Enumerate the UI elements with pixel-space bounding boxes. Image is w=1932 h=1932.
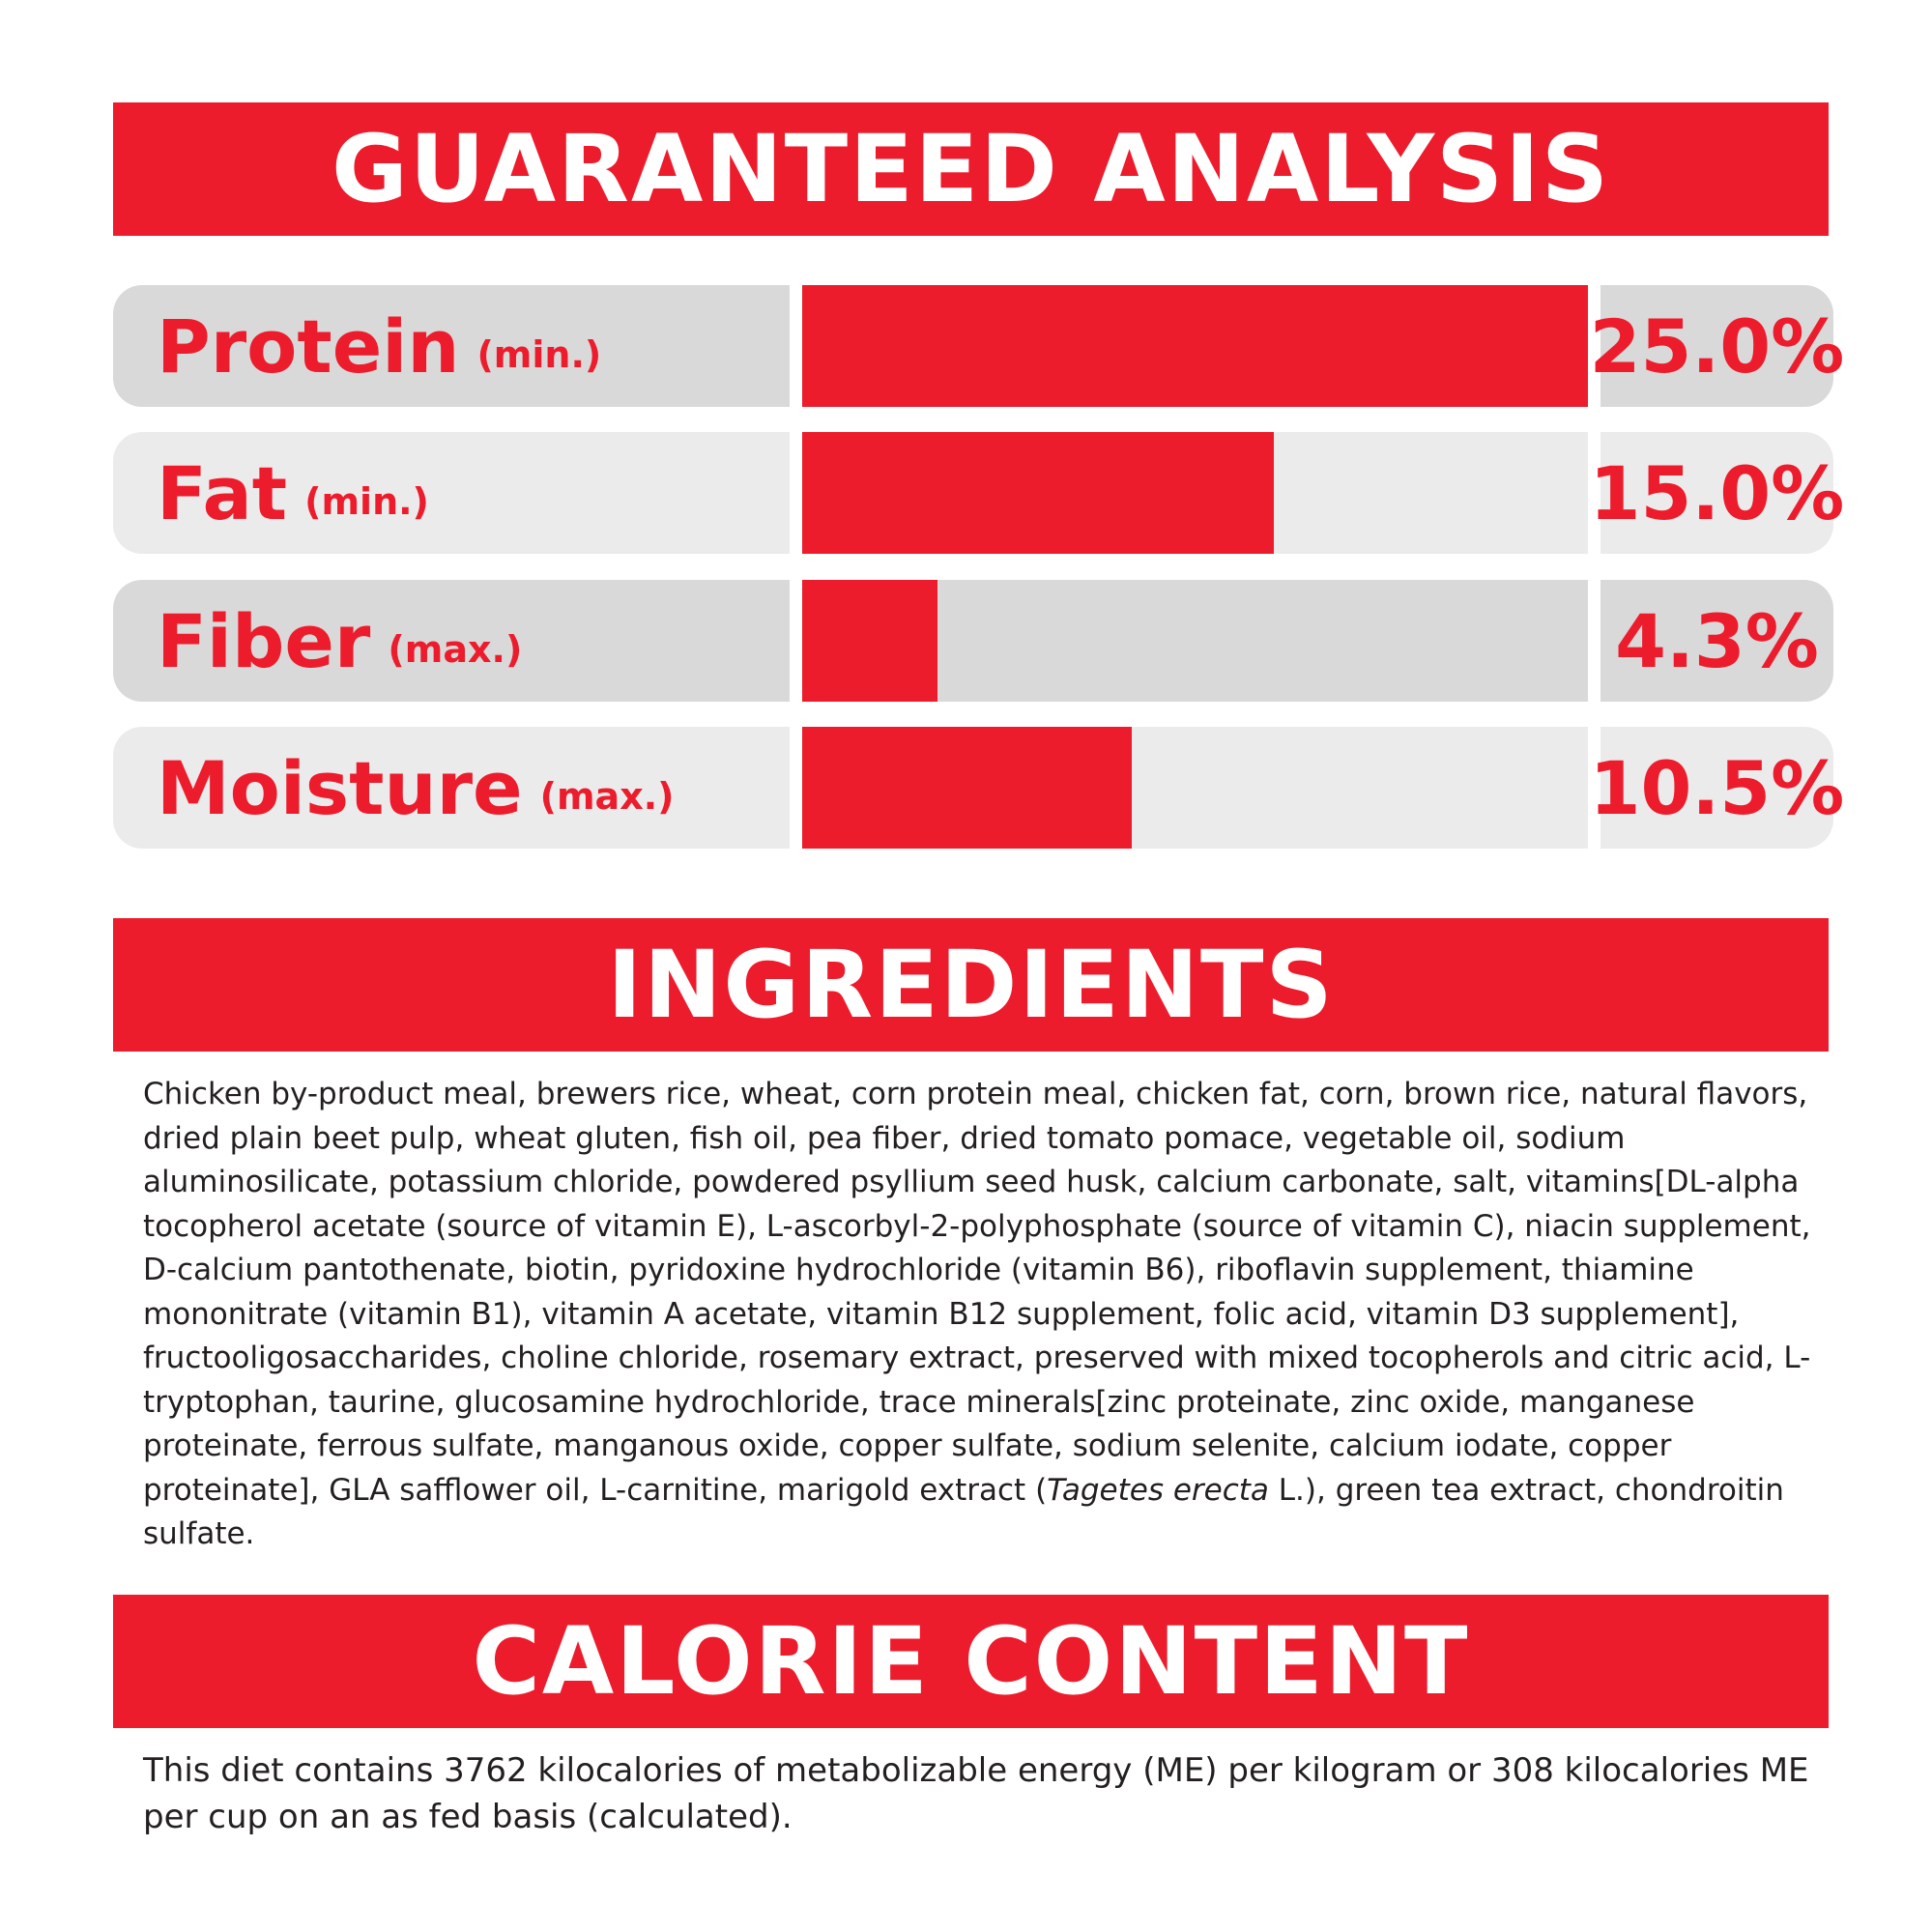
guaranteed-analysis-heading: GUARANTEED ANALYSIS: [113, 102, 1829, 236]
nutrient-name: Fiber: [157, 597, 371, 684]
analysis-row-fat: Fat (min.) 15.0%: [113, 432, 1844, 554]
nutrient-value: 25.0%: [1590, 285, 1844, 407]
analysis-bar-fill: [802, 432, 1274, 554]
ingredients-heading: INGREDIENTS: [113, 918, 1829, 1052]
calorie-content-text: This diet contains 3762 kilocalories of …: [143, 1751, 1809, 1836]
ingredients-botanical-name: Tagetes erecta: [1047, 1472, 1269, 1508]
nutrient-qualifier: (min.): [476, 333, 602, 376]
analysis-label: Moisture (max.): [113, 727, 790, 849]
nutrient-name: Fat: [157, 449, 288, 536]
nutrient-qualifier: (min.): [304, 480, 429, 523]
nutrient-qualifier: (max.): [388, 628, 523, 671]
ingredients-list: Chicken by-product meal, brewers rice, w…: [143, 1073, 1830, 1557]
nutrient-value: 4.3%: [1600, 580, 1833, 702]
nutrient-qualifier: (max.): [539, 775, 675, 818]
analysis-bar-track: [802, 285, 1588, 407]
ingredients-text-end: L.), green tea extract, chondroitin sulf…: [143, 1472, 1784, 1552]
calorie-content-heading: CALORIE CONTENT: [113, 1595, 1829, 1728]
analysis-bar-fill: [802, 285, 1588, 407]
analysis-row-protein: Protein (min.) 25.0%: [113, 285, 1844, 407]
analysis-label: Fat (min.): [113, 432, 790, 554]
calorie-content-title: CALORIE CONTENT: [472, 1607, 1470, 1716]
ingredients-text-main: Chicken by-product meal, brewers rice, w…: [143, 1077, 1811, 1508]
ingredients-title: INGREDIENTS: [607, 931, 1335, 1039]
analysis-bar-track: [802, 580, 1588, 702]
analysis-label: Protein (min.): [113, 285, 790, 407]
analysis-bar-track: [802, 432, 1588, 554]
analysis-bar-track: [802, 727, 1588, 849]
nutrient-name: Moisture: [157, 744, 523, 831]
guaranteed-analysis-title: GUARANTEED ANALYSIS: [331, 115, 1611, 223]
analysis-bar-fill: [802, 580, 937, 702]
analysis-row-moisture: Moisture (max.) 10.5%: [113, 727, 1844, 849]
nutrient-name: Protein: [157, 303, 460, 389]
nutrient-value: 10.5%: [1590, 727, 1844, 849]
analysis-label: Fiber (max.): [113, 580, 790, 702]
nutrient-value: 15.0%: [1590, 432, 1844, 554]
analysis-bar-fill: [802, 727, 1133, 849]
analysis-row-fiber: Fiber (max.) 4.3%: [113, 580, 1833, 702]
